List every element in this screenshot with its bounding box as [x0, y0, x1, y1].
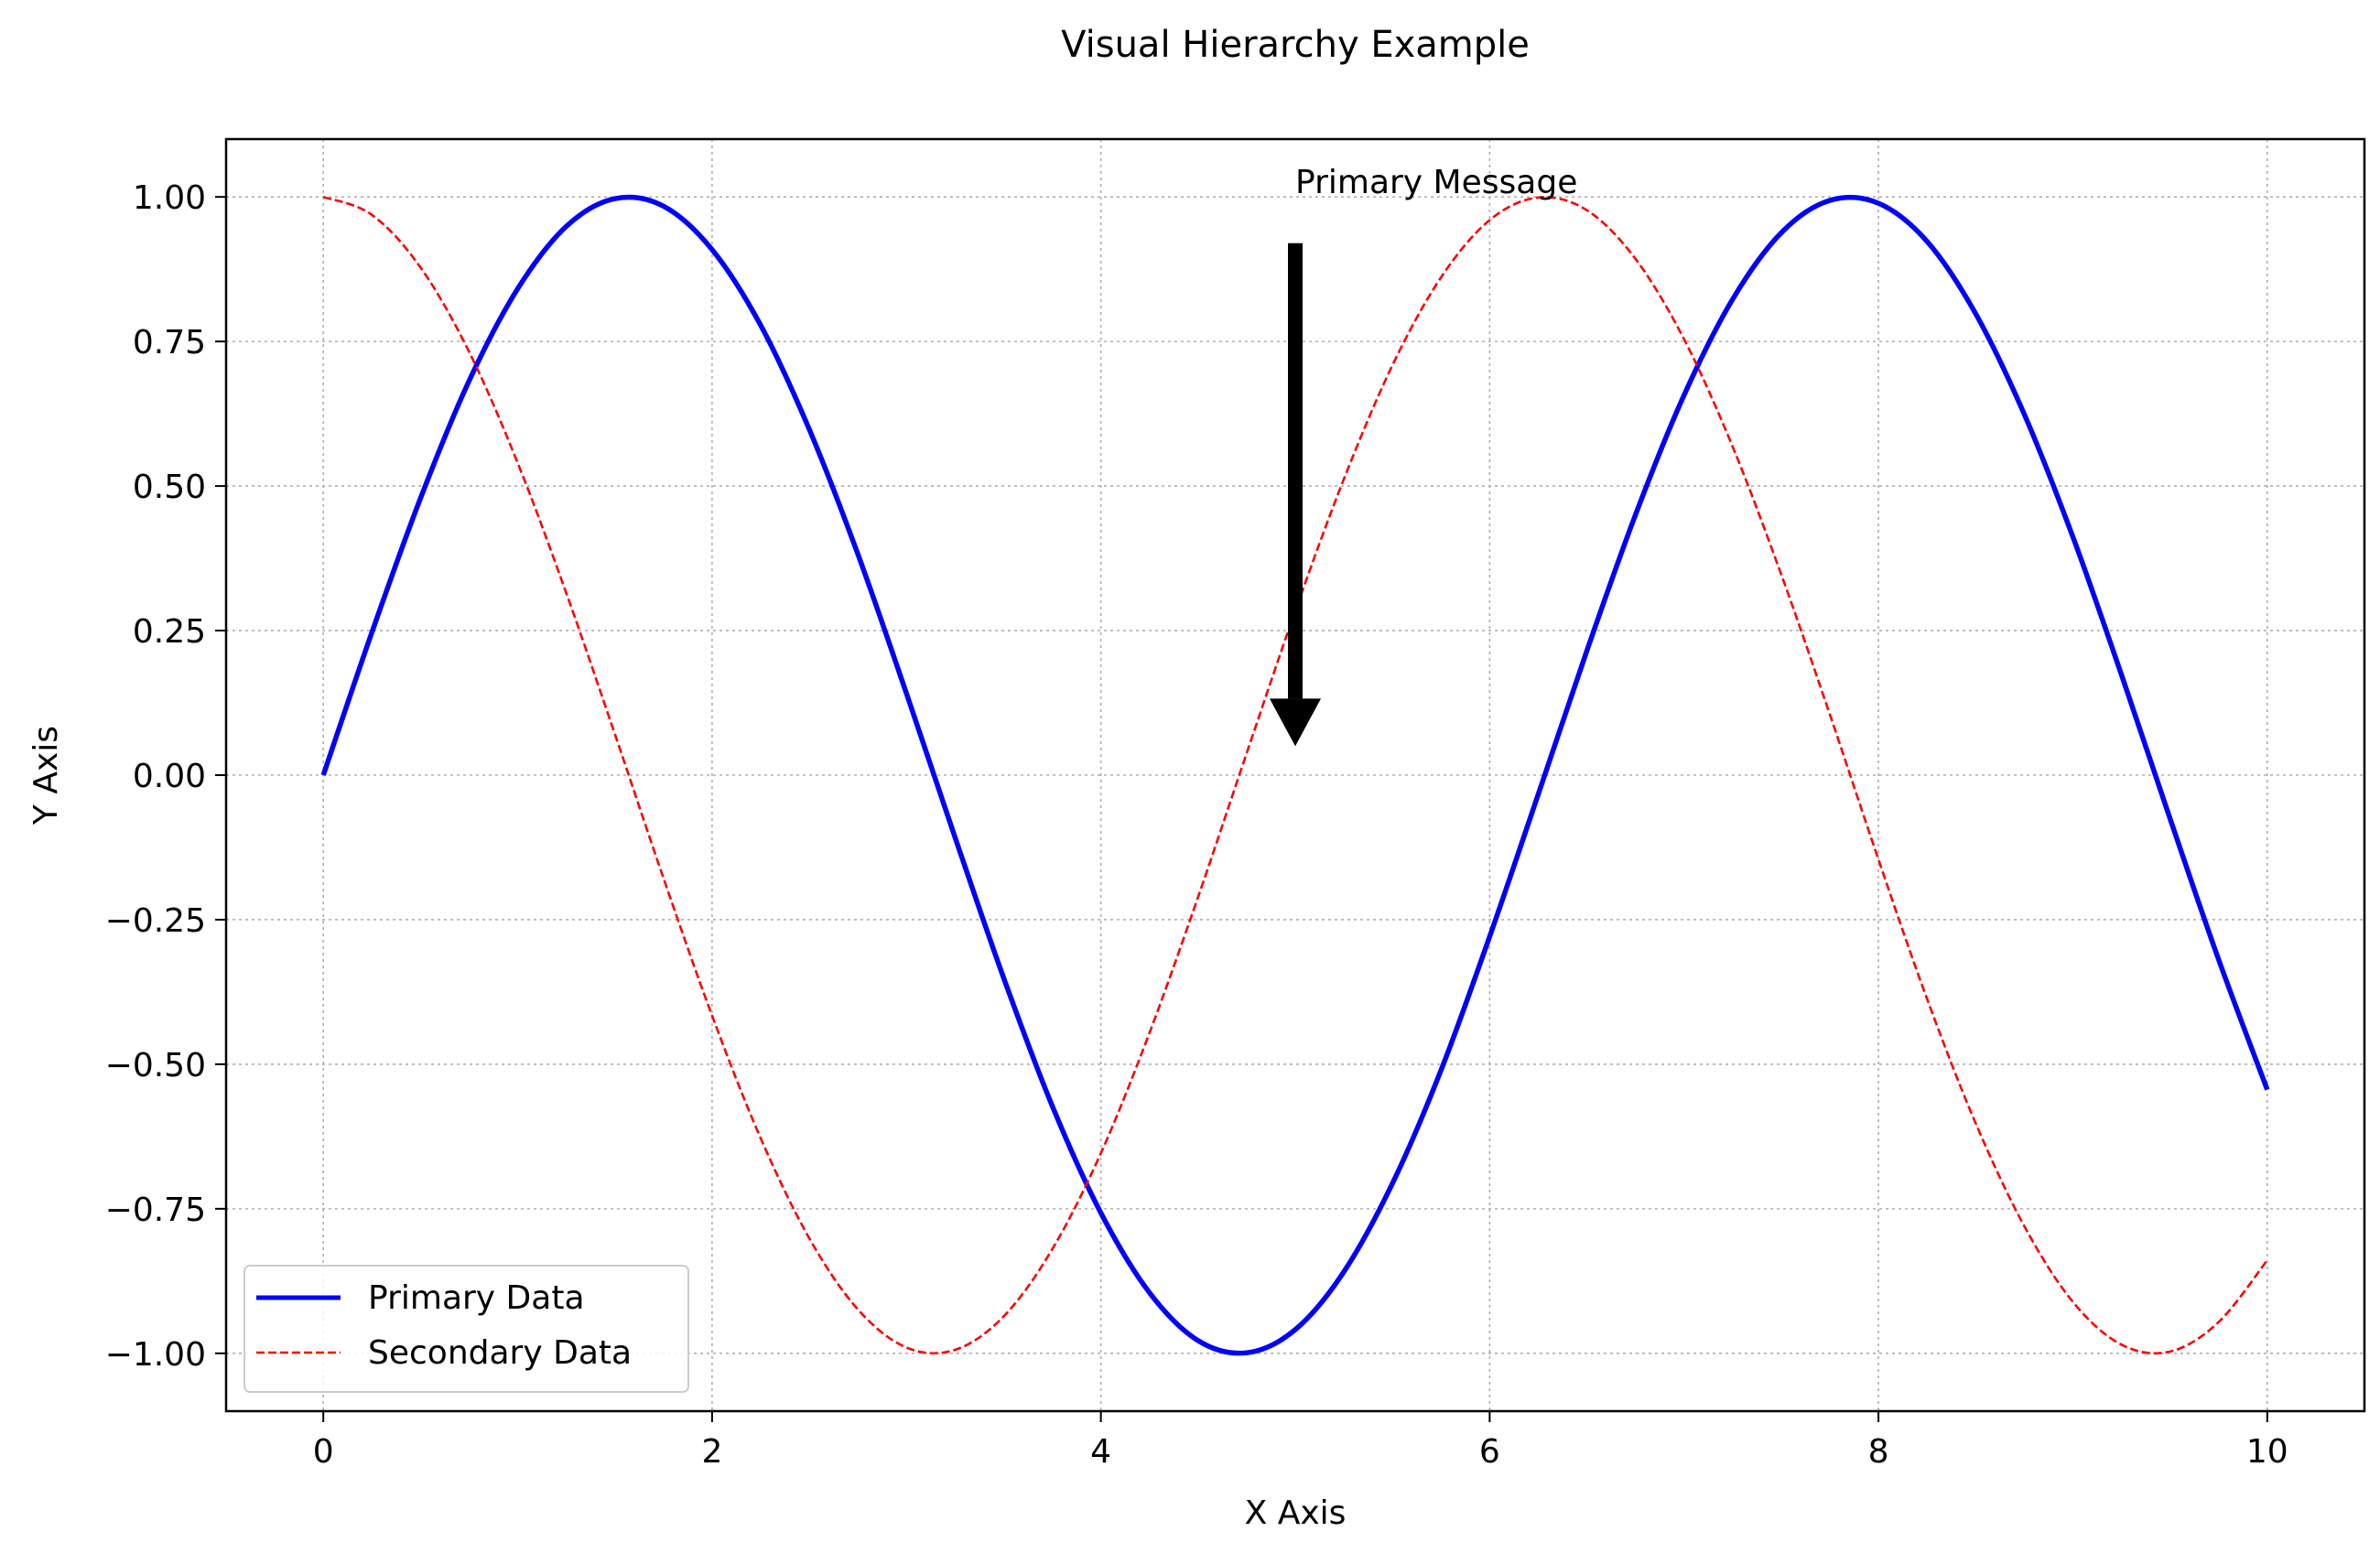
x-tick-label: 2: [701, 1433, 722, 1471]
x-axis-label: X Axis: [1245, 1494, 1347, 1532]
legend-label-secondary: Secondary Data: [368, 1334, 632, 1372]
x-tick-label: 8: [1868, 1433, 1889, 1471]
x-tick-label: 0: [313, 1433, 334, 1471]
series-group: [320, 194, 2270, 1356]
annotation-text: Primary Message: [1295, 164, 1577, 201]
annotation-arrow-head: [1270, 698, 1321, 747]
grid: [226, 139, 2364, 1411]
y-tick-label: −1.00: [105, 1336, 206, 1374]
series-line-secondary: [322, 195, 2268, 1355]
x-tick-label: 6: [1479, 1433, 1500, 1471]
y-tick-label: 0.25: [133, 613, 206, 651]
legend: Primary Data Secondary Data: [243, 1265, 689, 1393]
y-tick-label: 1.00: [133, 179, 206, 217]
y-tick-label: 0.75: [133, 324, 206, 361]
y-tick-label: −0.25: [105, 902, 206, 940]
y-tick-label: 0.00: [133, 758, 206, 795]
y-axis-label: Y Axis: [27, 726, 65, 825]
y-tick-label: −0.50: [105, 1047, 206, 1084]
y-tick-label: 0.50: [133, 469, 206, 506]
x-tick-label: 10: [2246, 1433, 2288, 1471]
y-tick-label: −0.75: [105, 1192, 206, 1229]
series-line-primary: [320, 194, 2270, 1356]
legend-box: [243, 1265, 689, 1393]
x-axis-ticks: 0 2 4 6 8 10: [313, 1411, 2288, 1471]
chart-title: Visual Hierarchy Example: [1061, 24, 1530, 66]
y-axis-ticks: 1.00 0.75 0.50 0.25 0.00 −0.25 −0.50 −0.75 −1.00: [105, 179, 226, 1374]
annotation: Primary Message: [1270, 164, 1577, 747]
x-tick-label: 4: [1090, 1433, 1111, 1471]
annotation-arrow-shaft: [1288, 243, 1303, 699]
legend-label-primary: Primary Data: [368, 1279, 585, 1317]
